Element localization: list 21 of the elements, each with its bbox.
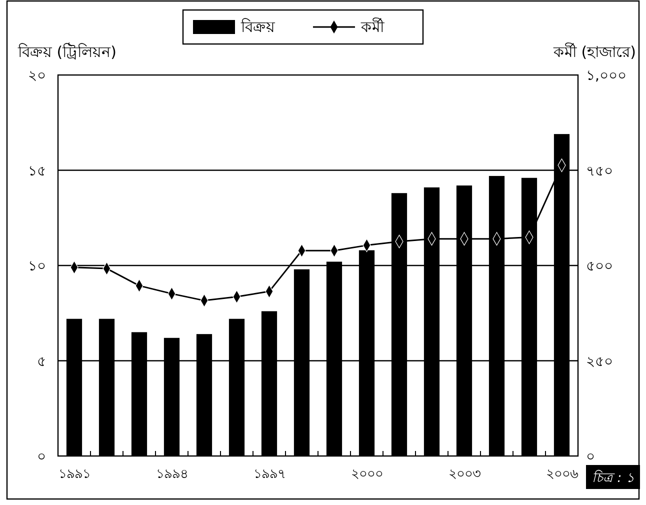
legend-label: কর্মী — [360, 18, 385, 36]
x-tick-label: ১৯৯১ — [58, 467, 90, 482]
y2-tick-label: ০ — [586, 449, 595, 465]
legend-label: বিক্রয় — [240, 18, 276, 36]
y2-tick-label: ১,০০০ — [586, 68, 626, 84]
x-tick-label: ২০০৩ — [448, 467, 480, 482]
y-tick-label: ০ — [37, 449, 46, 465]
x-tick-label: ২০০০ — [350, 467, 383, 482]
y-axis-title: বিক্রয় (ট্রিলিয়ন) — [17, 43, 116, 61]
y-tick-label: ১০ — [28, 258, 46, 274]
y2-tick-label: ৭৫০ — [586, 163, 613, 180]
y-tick-label: ১৫ — [28, 163, 46, 180]
x-tick-label: ২০০৬ — [546, 467, 579, 482]
text: চিত্র : ১ — [592, 469, 634, 486]
y2-tick-label: ২৫০ — [586, 354, 613, 370]
x-tick-label: ১৯৯৭ — [253, 467, 286, 482]
y-tick-label: ৫ — [37, 354, 46, 370]
y2-tick-label: ৫০০ — [586, 258, 613, 274]
y2-axis-title: কর্মী (হাজারে) — [552, 43, 636, 61]
y-tick-label: ২০ — [28, 68, 46, 84]
x-tick-label: ১৯৯৪ — [156, 467, 188, 482]
